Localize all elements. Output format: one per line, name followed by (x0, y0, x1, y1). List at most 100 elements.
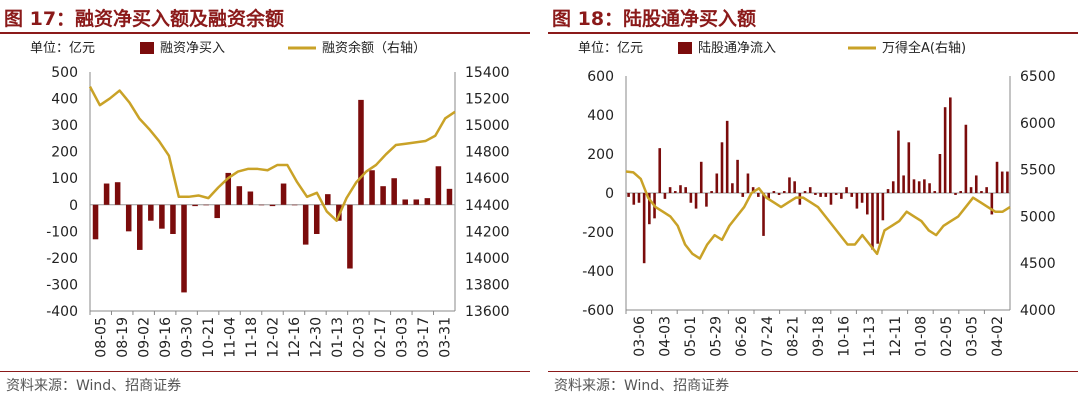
x-tick-label: 09-16 (158, 317, 174, 358)
bar (746, 173, 750, 193)
y-left-tick-label: 400 (51, 92, 78, 108)
bar (928, 183, 931, 193)
bar (92, 204, 99, 240)
y-right-tick-label: 4000 (1020, 303, 1056, 319)
x-tick-label: 02-17 (373, 317, 389, 358)
y-right-tick-label: 13800 (465, 277, 510, 293)
bar (699, 161, 703, 193)
bar (985, 187, 988, 193)
x-tick-label: 03-17 (416, 317, 432, 358)
bar (834, 193, 838, 195)
y-right-tick-label: 14600 (465, 171, 510, 187)
title-bar: 图 17：融资净买入额及融资余额 (0, 0, 530, 34)
bar (819, 193, 822, 197)
bar (402, 199, 408, 205)
bar (845, 187, 848, 193)
y-right-tick-label: 14000 (465, 251, 510, 267)
bar (876, 193, 879, 244)
legend-line-label: 融资余额（右轴） (322, 40, 426, 56)
bar (751, 187, 755, 193)
bar (159, 204, 165, 229)
y-right-tick-label: 14800 (465, 145, 510, 161)
bar (642, 193, 646, 264)
legend-bar-swatch (678, 42, 692, 54)
legend-bar-label: 融资净买入 (160, 41, 225, 56)
bar (413, 199, 420, 205)
y-right-tick-label: 5000 (1020, 209, 1056, 225)
bar (736, 159, 739, 193)
bar (917, 181, 921, 193)
bar (1006, 171, 1009, 193)
bar (969, 187, 973, 193)
bar (103, 183, 110, 205)
y-right-tick-label: 6500 (1020, 69, 1056, 85)
bar (291, 204, 298, 206)
y-right-tick-label: 14400 (465, 198, 510, 214)
y-left-tick-label: -100 (46, 224, 78, 240)
bar (731, 183, 734, 193)
bar (325, 194, 331, 205)
bar (808, 187, 812, 193)
bar (840, 193, 843, 199)
bar (137, 204, 143, 250)
bar (358, 99, 364, 205)
bar (705, 193, 708, 207)
x-tick-label: 09-02 (137, 317, 153, 358)
y-left-tick-label: 0 (69, 198, 78, 214)
x-tick-label: 02-05 (939, 316, 955, 357)
bar (258, 204, 265, 206)
bar (380, 186, 386, 205)
bar (907, 142, 911, 193)
chart-title: 图 18：陆股通净买入额 (552, 8, 757, 30)
bar (114, 182, 121, 205)
x-tick-label: 08-21 (785, 316, 801, 357)
bar (637, 193, 641, 203)
bar (860, 193, 864, 203)
y-right-tick-label: 4500 (1020, 256, 1056, 272)
bar (954, 193, 957, 195)
bar (912, 179, 916, 193)
bar (648, 193, 651, 225)
y-right-tick-label: 5500 (1020, 163, 1056, 179)
bar (897, 130, 900, 193)
bar (943, 107, 947, 193)
y-right-tick-label: 15400 (465, 65, 510, 81)
bar (782, 191, 786, 193)
bar (891, 181, 895, 193)
bar (679, 185, 682, 193)
bar (715, 173, 719, 193)
bar (959, 191, 962, 193)
bar (632, 193, 636, 205)
source-note: 资料来源：Wind、招商证券 (6, 378, 182, 394)
x-tick-label: 12-16 (287, 317, 303, 358)
bar (203, 204, 209, 206)
bar (803, 191, 807, 193)
bar (772, 191, 776, 193)
source-divider (548, 371, 1078, 372)
bar (247, 191, 254, 205)
bar (313, 204, 320, 234)
bar (710, 191, 713, 193)
y-left-tick-label: 400 (587, 108, 614, 124)
bar (181, 204, 187, 293)
bar (694, 193, 698, 209)
x-tick-label: 11-18 (244, 317, 260, 358)
bar (814, 193, 817, 195)
bar (741, 193, 745, 197)
x-tick-label: 04-03 (657, 316, 673, 357)
bar (684, 187, 687, 193)
bar (663, 193, 667, 199)
chart-title: 图 17：融资净买入额及融资余额 (4, 8, 285, 30)
y-left-tick-label: 0 (605, 186, 614, 202)
bar (793, 181, 796, 193)
bar (658, 148, 662, 193)
y-left-tick-label: -400 (582, 264, 614, 280)
x-tick-label: 12-02 (266, 317, 282, 358)
bar (720, 142, 724, 193)
chart-svg-17: 单位：亿元 融资净买入 融资余额（右轴） 500 400 300 200 100 0 -100 -2… (30, 40, 510, 358)
x-tick-label: 08-05 (94, 317, 110, 358)
bar (214, 204, 220, 219)
x-tick-label: 03-03 (394, 317, 410, 358)
y-left-tick-label: 600 (587, 69, 614, 85)
bar (980, 191, 983, 193)
